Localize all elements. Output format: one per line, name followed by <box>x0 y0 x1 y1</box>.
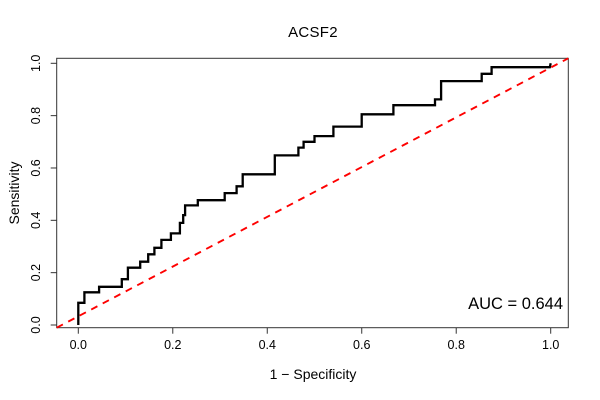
auc-annotation: AUC = 0.644 <box>468 295 563 313</box>
y-axis-label: Sensitivity <box>6 161 22 225</box>
y-tick-label: 0.2 <box>29 264 43 281</box>
x-tick-label: 0.6 <box>353 338 370 352</box>
chance-diagonal-line <box>56 57 569 329</box>
x-tick-label: 0.4 <box>259 338 276 352</box>
y-tick-label: 0.4 <box>29 212 43 229</box>
y-tick-label: 0.0 <box>29 316 43 333</box>
x-axis-label: 1 − Specificity <box>269 366 357 382</box>
x-tick-label: 1.0 <box>542 338 559 352</box>
x-tick-label: 0.8 <box>448 338 465 352</box>
plot-title: ACSF2 <box>288 24 338 41</box>
x-tick-label: 0.0 <box>70 338 87 352</box>
y-tick-label: 1.0 <box>29 55 43 72</box>
plot-frame <box>56 57 569 329</box>
x-tick-label: 0.2 <box>164 338 181 352</box>
y-tick-label: 0.8 <box>29 107 43 124</box>
y-tick-label: 0.6 <box>29 159 43 176</box>
roc-curve-line <box>77 63 552 325</box>
